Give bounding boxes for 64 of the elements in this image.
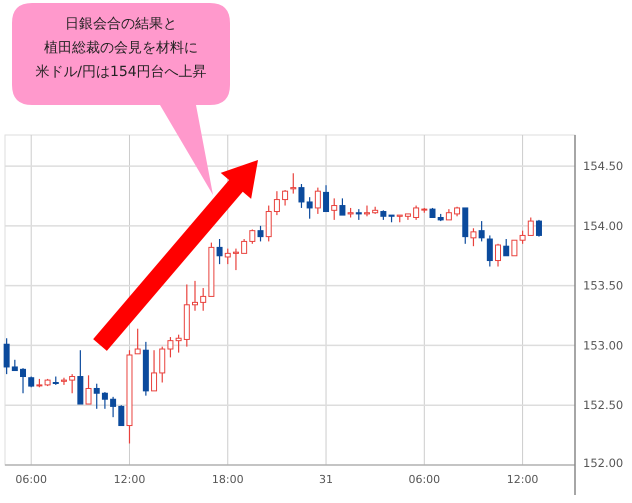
y-tick-label: 154.50 xyxy=(583,159,624,174)
candlestick xyxy=(364,204,370,217)
x-tick-label: 06:00 xyxy=(15,473,48,486)
y-tick-label: 152.00 xyxy=(583,456,624,470)
candlestick xyxy=(224,248,231,265)
candlestick xyxy=(536,219,542,238)
candlestick xyxy=(12,359,18,372)
candlestick xyxy=(290,172,296,194)
candlestick xyxy=(306,196,313,220)
candlestick xyxy=(339,198,346,216)
candlestick xyxy=(470,228,476,247)
y-tick-label: 153.50 xyxy=(583,278,624,293)
candlestick xyxy=(176,334,182,354)
candlestick xyxy=(323,184,330,212)
candlestick xyxy=(52,376,59,386)
y-tick-label: 154.00 xyxy=(583,218,624,233)
candlestick xyxy=(486,234,493,268)
candlestick xyxy=(118,404,124,426)
candlestick xyxy=(167,336,174,358)
candlestick xyxy=(110,396,116,418)
candlestick xyxy=(94,383,100,410)
x-tick-label: 12:00 xyxy=(114,473,146,486)
candlestick xyxy=(192,280,198,312)
candlestick xyxy=(86,374,92,405)
x-tick-label: 06:00 xyxy=(408,473,440,486)
candlestick xyxy=(348,207,354,218)
candlestick xyxy=(216,238,223,265)
candlestick xyxy=(528,216,534,236)
y-tick-label: 152.50 xyxy=(583,398,624,412)
candlestick xyxy=(102,391,108,410)
candlestick xyxy=(249,228,256,244)
candlestick xyxy=(511,240,518,256)
x-tick-label: 18:00 xyxy=(212,473,244,486)
candlestick xyxy=(159,346,166,384)
x-tick-label: 31 xyxy=(319,473,334,486)
candlestick xyxy=(331,198,338,220)
candlestick xyxy=(495,243,502,268)
candlestick xyxy=(503,238,510,256)
candlestick xyxy=(413,204,420,220)
candlestick xyxy=(134,328,141,354)
y-tick-label: 153.00 xyxy=(583,338,624,352)
candlestick xyxy=(232,248,239,271)
candlestick xyxy=(298,183,304,209)
text: 日銀会合の結果と植田総裁の会見を材料に米ドル/円は154円台へ上昇 xyxy=(34,15,208,82)
candlestick xyxy=(4,338,10,375)
candlestick xyxy=(28,376,34,388)
candlestick xyxy=(454,206,460,217)
candlestick xyxy=(241,238,248,254)
candlestick xyxy=(314,187,321,215)
candlestick xyxy=(258,225,264,242)
candlestick xyxy=(478,220,485,242)
candlestick xyxy=(520,230,526,244)
candlestick xyxy=(151,350,158,392)
candlestick xyxy=(69,374,76,394)
candlestick xyxy=(274,190,280,216)
candlestick xyxy=(20,368,26,394)
candlestick xyxy=(200,287,206,312)
candlestick xyxy=(282,189,288,206)
x-tick-label: 12:00 xyxy=(506,473,538,486)
candlestick xyxy=(430,207,436,218)
candlestick xyxy=(446,208,452,220)
candlestick xyxy=(396,214,403,223)
candlestick xyxy=(380,210,386,220)
candlestick xyxy=(356,208,362,220)
